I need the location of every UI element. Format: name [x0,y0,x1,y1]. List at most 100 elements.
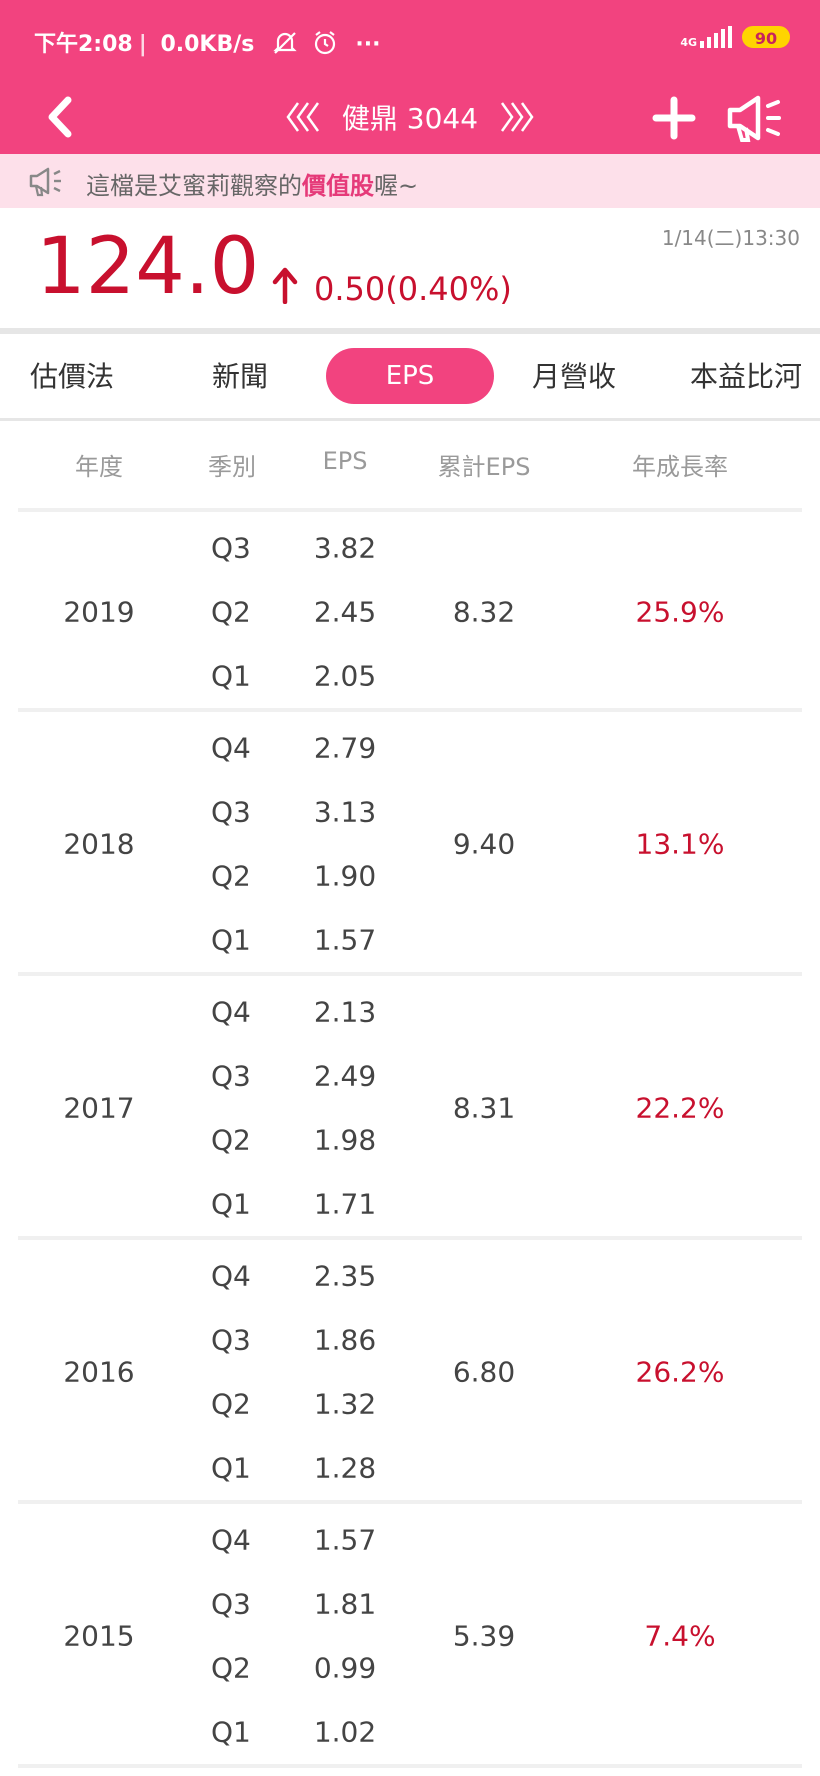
page-title: 健鼎 3044 [341,102,479,135]
growth-cell: 25.9% [635,595,725,629]
stock-switcher: 健鼎 3044 [270,92,550,142]
header-year: 年度 [75,453,123,481]
table-header: 年度 季別 EPS 累計EPS 年成長率 [0,421,820,507]
eps-cell: 2.05 [313,659,377,693]
eps-cell: 2.45 [313,595,377,629]
growth-cell: 26.2% [635,1355,725,1389]
eps-cell: 1.86 [313,1323,377,1357]
cumulative-eps-cell: 5.39 [452,1619,516,1653]
quarter-cell: Q3 [211,1323,251,1357]
status-more: ··· [355,32,381,57]
tab-pe-river[interactable]: 本益比河 [690,360,803,393]
quarter-cell: Q1 [211,923,251,957]
price-change: 0.50(0.40%) [314,270,512,308]
status-right: 4G 90 [680,26,790,48]
next-stock-icon[interactable] [492,99,536,135]
stock-price: 124.0 [36,222,260,312]
quarter-cell: Q4 [211,995,251,1029]
quarter-cell: Q1 [211,1715,251,1749]
quarter-cell: Q4 [211,1523,251,1557]
prev-stock-icon[interactable] [284,99,328,135]
tab-valuation[interactable]: 估價法 [30,360,115,393]
nav-bar: 健鼎 3044 [0,80,820,154]
add-watchlist-icon[interactable] [650,94,698,142]
header-cumulative-eps: 累計EPS [437,453,531,481]
eps-cell: 2.79 [313,731,377,765]
quarter-cell: Q3 [211,1059,251,1093]
group-divider [18,508,802,512]
tab-news[interactable]: 新聞 [212,360,269,393]
quarter-cell: Q2 [211,1387,251,1421]
tab-eps[interactable]: EPS [326,348,494,404]
cumulative-eps-cell: 8.31 [452,1091,516,1125]
eps-cell: 1.28 [313,1451,377,1485]
year-cell: 2019 [63,595,135,629]
quarter-cell: Q2 [211,1123,251,1157]
alarm-icon [314,31,335,55]
eps-cell: 3.13 [313,795,377,829]
quarter-cell: Q2 [211,859,251,893]
eps-cell: 2.13 [313,995,377,1029]
status-time: 下午2:08 [34,32,133,57]
status-speed: 0.0KB/s [160,32,255,57]
eps-cell: 1.32 [313,1387,377,1421]
notice-banner: 這檔是艾蜜莉觀察的價值股喔~ [0,154,820,208]
group-divider [18,1236,802,1240]
eps-cell: 1.02 [313,1715,377,1749]
signal-icon [700,26,732,48]
year-cell: 2016 [63,1355,135,1389]
header-growth: 年成長率 [632,453,728,481]
year-cell: 2015 [63,1619,135,1653]
quarter-cell: Q2 [211,1651,251,1685]
status-bar: 下午2:08 | 0.0KB/s ··· 4G 90 [0,0,820,80]
growth-cell: 13.1% [635,827,725,861]
notice-prefix: 這檔是艾蜜莉觀察的 [86,172,302,200]
divider [0,418,820,421]
quarter-cell: Q4 [211,731,251,765]
battery-icon: 90 [742,26,790,48]
quarter-cell: Q3 [211,1587,251,1621]
eps-cell: 1.90 [313,859,377,893]
quarter-cell: Q1 [211,1187,251,1221]
year-cell: 2017 [63,1091,135,1125]
group-divider [18,1764,802,1768]
quote-time: 1/14(二)13:30 [661,226,800,250]
eps-cell: 1.57 [313,1523,377,1557]
eps-cell: 2.49 [313,1059,377,1093]
status-left: 下午2:08 | 0.0KB/s ··· [34,31,381,57]
eps-cell: 1.57 [313,923,377,957]
group-divider [18,708,802,712]
eps-cell: 1.71 [313,1187,377,1221]
speaker-icon[interactable] [724,92,784,144]
group-divider [18,1500,802,1504]
back-icon[interactable] [40,94,80,140]
quarter-cell: Q1 [211,659,251,693]
quarter-cell: Q4 [211,1259,251,1293]
header-quarter: 季別 [208,453,256,481]
network-type: 4G [680,36,697,49]
notice-highlight[interactable]: 價值股 [302,172,374,200]
growth-cell: 7.4% [644,1619,716,1653]
growth-cell: 22.2% [635,1091,725,1125]
megaphone-icon [29,167,61,197]
year-cell: 2018 [63,827,135,861]
tab-monthly-revenue[interactable]: 月營收 [532,360,617,393]
tab-bar: 估價法 新聞 EPS 月營收 本益比河 [0,334,820,420]
divider [0,328,820,334]
cumulative-eps-cell: 9.40 [452,827,516,861]
quarter-cell: Q1 [211,1451,251,1485]
eps-cell: 3.82 [313,531,377,565]
arrow-up-icon [272,267,298,304]
notice-suffix: 喔~ [374,172,419,200]
eps-table: Q3 3.82 Q2 2.45 Q1 2.05 2019 8.32 25.9% Q4 2.79 Q3 3… [0,508,820,1776]
eps-cell: 1.98 [313,1123,377,1157]
eps-cell: 2.35 [313,1259,377,1293]
eps-cell: 0.99 [313,1651,377,1685]
quarter-cell: Q3 [211,795,251,829]
quarter-cell: Q3 [211,531,251,565]
quarter-cell: Q2 [211,595,251,629]
notice-text: 這檔是艾蜜莉觀察的價值股喔~ [86,166,418,201]
group-divider [18,972,802,976]
quote-panel: 124.0 0.50(0.40%) 1/14(二)13:30 [0,208,820,328]
eps-cell: 1.81 [313,1587,377,1621]
